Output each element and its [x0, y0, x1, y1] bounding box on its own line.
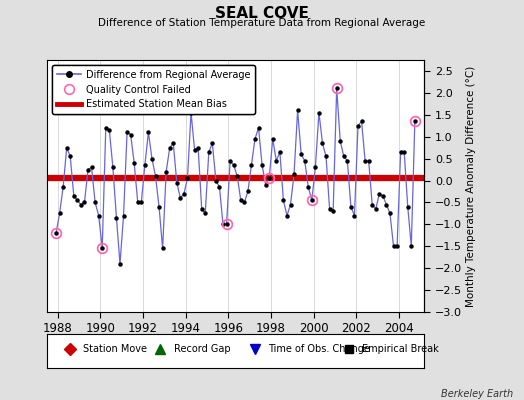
Text: Time of Obs. Change: Time of Obs. Change — [268, 344, 370, 354]
Text: SEAL COVE: SEAL COVE — [215, 6, 309, 21]
Text: Record Gap: Record Gap — [173, 344, 230, 354]
Y-axis label: Monthly Temperature Anomaly Difference (°C): Monthly Temperature Anomaly Difference (… — [466, 65, 476, 307]
Legend: Difference from Regional Average, Quality Control Failed, Estimated Station Mean: Difference from Regional Average, Qualit… — [52, 65, 255, 114]
Text: Difference of Station Temperature Data from Regional Average: Difference of Station Temperature Data f… — [99, 18, 425, 28]
Text: Berkeley Earth: Berkeley Earth — [441, 389, 514, 399]
Text: Empirical Break: Empirical Break — [362, 344, 439, 354]
Text: Station Move: Station Move — [83, 344, 147, 354]
